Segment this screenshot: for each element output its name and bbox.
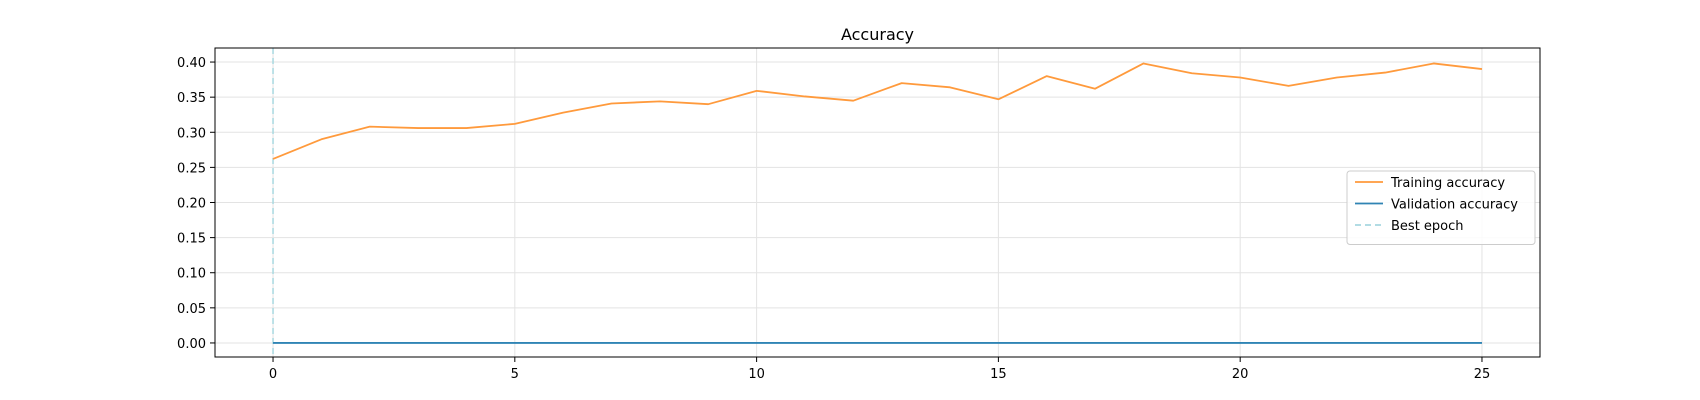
y-tick-label: 0.40 xyxy=(177,56,206,71)
x-tick-label: 10 xyxy=(748,367,765,382)
y-tick-label: 0.25 xyxy=(177,161,206,176)
legend-label-training-accuracy: Training accuracy xyxy=(1390,176,1505,191)
legend: Training accuracy Validation accuracy Best… xyxy=(1346,170,1536,245)
y-tick-label: 0.10 xyxy=(177,267,206,282)
chart-title: Accuracy xyxy=(841,25,914,44)
series-lines xyxy=(272,48,1483,357)
legend-label-best-epoch: Best epoch xyxy=(1391,219,1464,234)
y-tick-label: 0.35 xyxy=(177,91,206,106)
x-tick-label: 5 xyxy=(511,367,519,382)
y-tick-label: 0.05 xyxy=(177,302,206,317)
grid xyxy=(215,48,1540,357)
y-tick-label: 0.20 xyxy=(177,197,206,212)
y-tick-label: 0.15 xyxy=(177,232,206,247)
x-tick-label: 15 xyxy=(990,367,1007,382)
y-tick-label: 0.00 xyxy=(177,337,206,352)
x-tick-label: 25 xyxy=(1474,367,1491,382)
x-tick-label: 0 xyxy=(269,367,277,382)
legend-box xyxy=(1346,170,1536,245)
x-tick-label: 20 xyxy=(1232,367,1249,382)
legend-label-validation-accuracy: Validation accuracy xyxy=(1391,198,1518,213)
axes: 0 5 10 15 20 25 0.00 0.05 0.10 0.15 0.20 0.25 0.30 0.… xyxy=(177,47,1541,382)
training-accuracy-line xyxy=(272,62,1483,160)
y-tick-label: 0.30 xyxy=(177,126,206,141)
